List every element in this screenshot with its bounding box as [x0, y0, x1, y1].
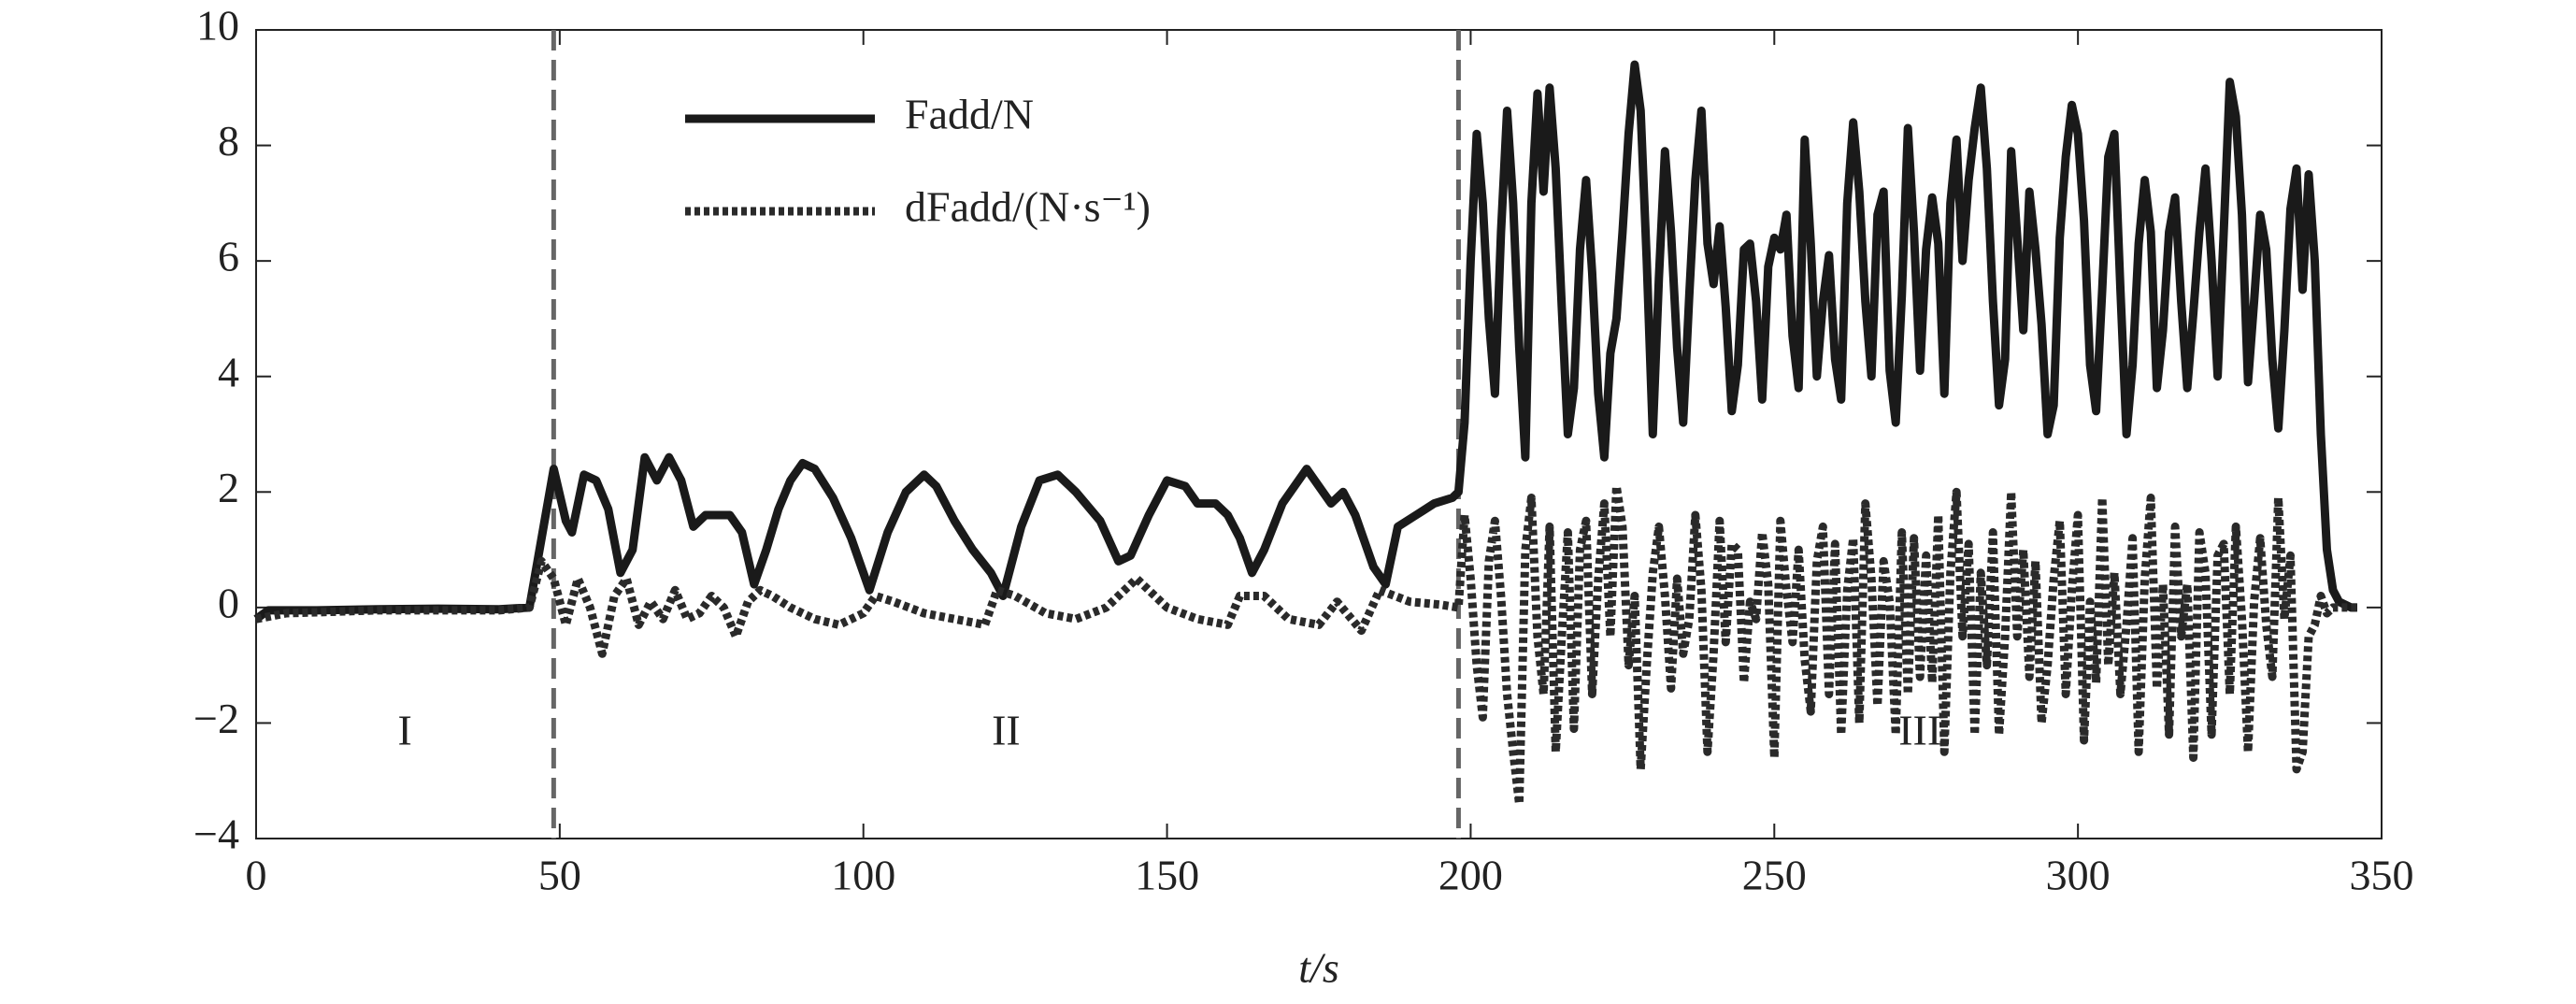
series-line — [255, 481, 2357, 809]
y-tick-label: 10 — [196, 2, 239, 50]
x-tick-label: 350 — [2350, 852, 2414, 899]
y-tick-label: −4 — [193, 810, 239, 858]
x-tick-label: 100 — [831, 852, 895, 899]
phase-label: II — [992, 706, 1021, 753]
y-tick-label: 0 — [218, 579, 239, 626]
y-tick-label: −2 — [193, 695, 239, 742]
x-tick-label: 50 — [538, 852, 581, 899]
legend-label: dFadd/(N·s⁻¹) — [905, 183, 1151, 231]
x-tick-label: 150 — [1135, 852, 1199, 899]
x-tick-label: 300 — [2046, 852, 2111, 899]
x-tick-label: 200 — [1438, 852, 1503, 899]
x-axis-label: t/s — [1298, 944, 1338, 992]
x-tick-label: 0 — [246, 852, 267, 899]
x-tick-label: 250 — [1742, 852, 1807, 899]
plot-frame — [255, 29, 2383, 839]
series-line — [253, 60, 2357, 623]
y-tick-label: 8 — [218, 117, 239, 165]
y-tick-label: 2 — [218, 464, 239, 511]
phase-label: III — [1898, 706, 1941, 753]
y-tick-label: 6 — [218, 233, 239, 280]
legend-label: Fadd/N — [905, 91, 1034, 138]
phase-label: I — [398, 706, 412, 753]
y-tick-label: 4 — [218, 348, 239, 395]
